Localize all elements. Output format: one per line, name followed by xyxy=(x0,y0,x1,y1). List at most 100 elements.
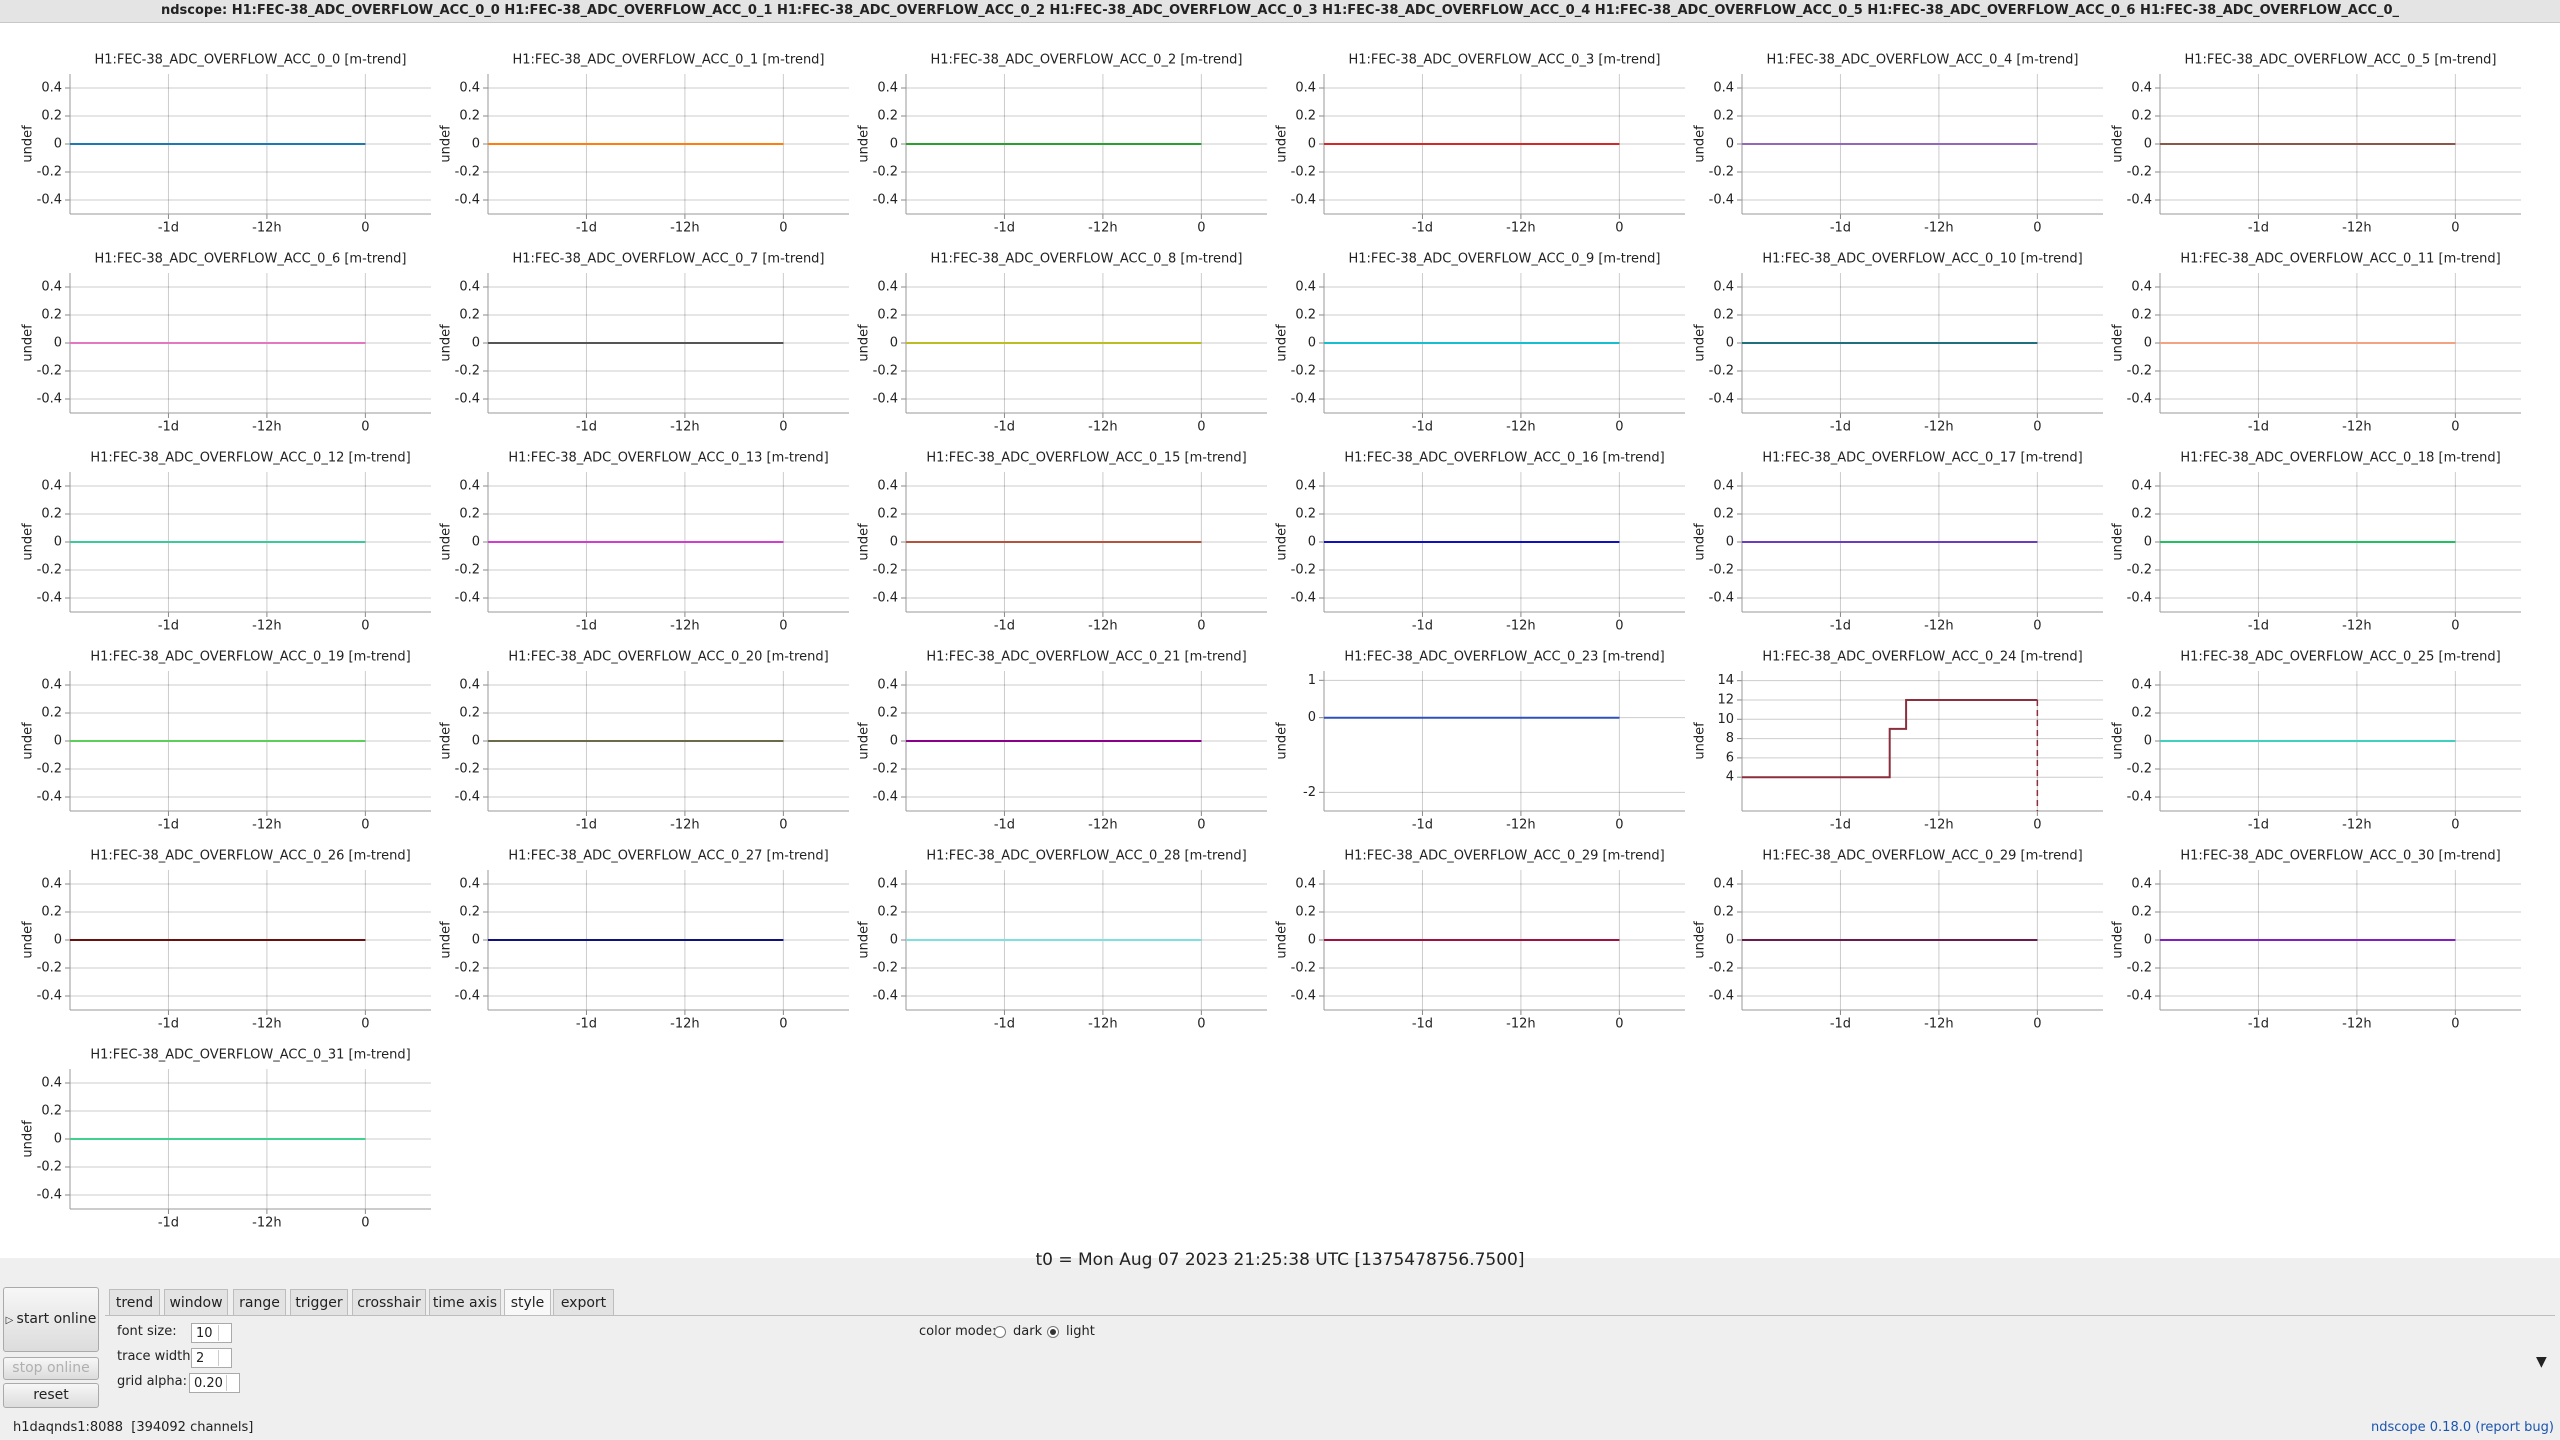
y-tick-label: -0.2 xyxy=(455,364,480,379)
x-tick-label: -12h xyxy=(252,619,281,634)
tab[interactable]: crosshair xyxy=(352,1289,426,1316)
plot-title: H1:FEC-38_ADC_OVERFLOW_ACC_0_5 [m-trend] xyxy=(2184,53,2496,68)
x-tick-label: -12h xyxy=(1088,221,1117,236)
y-tick-label: 0.4 xyxy=(877,81,898,96)
plot-title: H1:FEC-38_ADC_OVERFLOW_ACC_0_9 [m-trend] xyxy=(1348,252,1660,267)
y-tick-label: -0.2 xyxy=(873,961,898,976)
x-tick-label: -12h xyxy=(1088,1017,1117,1032)
y-tick-label: 0.2 xyxy=(41,308,62,323)
version-link[interactable]: ndscope 0.18.0 xyxy=(2371,1420,2472,1435)
font-size-spinbox[interactable]: 10 xyxy=(191,1323,232,1343)
y-tick-label: 0 xyxy=(1726,336,1734,351)
y-tick-label: 0.2 xyxy=(459,308,480,323)
x-tick-label: -12h xyxy=(252,221,281,236)
x-tick-label: -12h xyxy=(670,619,699,634)
radio-light[interactable] xyxy=(1047,1326,1059,1338)
grid-alpha-label: grid alpha: xyxy=(117,1374,188,1389)
x-tick-label: -12h xyxy=(2342,420,2371,435)
y-tick-label: 0.2 xyxy=(459,109,480,124)
plot-title: H1:FEC-38_ADC_OVERFLOW_ACC_0_23 [m-trend… xyxy=(1344,650,1664,665)
y-axis-label: undef xyxy=(21,324,36,362)
y-tick-label: 0.4 xyxy=(41,678,62,693)
x-tick-label: -12h xyxy=(252,818,281,833)
y-tick-label: -0.4 xyxy=(455,790,480,805)
y-tick-label: 0.2 xyxy=(877,109,898,124)
plot-title: H1:FEC-38_ADC_OVERFLOW_ACC_0_29 [m-trend… xyxy=(1762,849,2082,864)
y-tick-label: -0.4 xyxy=(37,392,62,407)
y-tick-label: 0.4 xyxy=(1713,81,1734,96)
y-tick-label: -0.2 xyxy=(873,364,898,379)
x-tick-label: -12h xyxy=(1506,1017,1535,1032)
expand-arrow[interactable]: ▼ xyxy=(2536,1354,2547,1370)
y-tick-label: 0.4 xyxy=(1713,479,1734,494)
y-axis-label: undef xyxy=(1693,921,1708,959)
y-tick-label: -0.4 xyxy=(455,193,480,208)
x-tick-label: -1d xyxy=(158,221,179,236)
x-tick-label: 0 xyxy=(2033,818,2041,833)
x-tick-label: -12h xyxy=(1088,818,1117,833)
tab[interactable]: range xyxy=(233,1289,286,1316)
y-tick-label: -0.4 xyxy=(873,591,898,606)
stop-online-button: stop online xyxy=(3,1357,99,1380)
radio-dark[interactable] xyxy=(994,1326,1006,1338)
x-tick-label: -1d xyxy=(2248,420,2269,435)
tab[interactable]: window xyxy=(164,1289,228,1316)
y-tick-label: -0.2 xyxy=(2127,961,2152,976)
tab[interactable]: export xyxy=(553,1289,614,1316)
y-tick-label: 0 xyxy=(54,734,62,749)
y-tick-label: 0.2 xyxy=(1295,308,1316,323)
x-tick-label: 0 xyxy=(2451,420,2459,435)
report-bug-link[interactable]: (report bug) xyxy=(2475,1420,2554,1435)
plot-title: H1:FEC-38_ADC_OVERFLOW_ACC_0_19 [m-trend… xyxy=(90,650,410,665)
y-axis-label: undef xyxy=(439,324,454,362)
trace-width-spinbox[interactable]: 2 xyxy=(191,1348,232,1368)
plot-title: H1:FEC-38_ADC_OVERFLOW_ACC_0_3 [m-trend] xyxy=(1348,53,1660,68)
reset-button[interactable]: reset xyxy=(3,1383,99,1408)
plot-title: H1:FEC-38_ADC_OVERFLOW_ACC_0_11 [m-trend… xyxy=(2180,252,2500,267)
plot-title: H1:FEC-38_ADC_OVERFLOW_ACC_0_0 [m-trend] xyxy=(94,53,406,68)
x-tick-label: -1d xyxy=(994,420,1015,435)
y-tick-label: 0.4 xyxy=(1295,280,1316,295)
y-tick-label: -0.2 xyxy=(37,165,62,180)
y-tick-label: -0.4 xyxy=(1291,193,1316,208)
plot-title: H1:FEC-38_ADC_OVERFLOW_ACC_0_1 [m-trend] xyxy=(512,53,824,68)
font-size-label: font size: xyxy=(117,1324,177,1339)
x-tick-label: 0 xyxy=(361,221,369,236)
x-tick-label: 0 xyxy=(1615,818,1623,833)
y-tick-label: -0.4 xyxy=(2127,392,2152,407)
y-tick-label: 0.2 xyxy=(1295,905,1316,920)
x-tick-label: 0 xyxy=(361,420,369,435)
y-tick-label: 10 xyxy=(1717,712,1734,727)
y-tick-label: -0.4 xyxy=(1291,989,1316,1004)
tab[interactable]: style xyxy=(504,1289,551,1316)
y-tick-label: 0.4 xyxy=(2131,81,2152,96)
y-tick-label: 0.2 xyxy=(877,507,898,522)
y-tick-label: 0 xyxy=(1308,336,1316,351)
tab[interactable]: trend xyxy=(109,1289,160,1316)
y-tick-label: 0 xyxy=(54,535,62,550)
status-bar: h1daqnds1:8088 [394092 channels] ndscope… xyxy=(0,1415,2560,1440)
x-tick-label: 0 xyxy=(779,818,787,833)
plot-title: H1:FEC-38_ADC_OVERFLOW_ACC_0_20 [m-trend… xyxy=(508,650,828,665)
y-axis-label: undef xyxy=(1275,722,1290,760)
y-tick-label: -0.4 xyxy=(2127,989,2152,1004)
y-tick-label: -0.4 xyxy=(873,989,898,1004)
start-online-button[interactable]: ▷ start online xyxy=(3,1287,99,1352)
y-axis-label: undef xyxy=(21,523,36,561)
x-tick-label: 0 xyxy=(2451,221,2459,236)
plot-title: H1:FEC-38_ADC_OVERFLOW_ACC_0_2 [m-trend] xyxy=(930,53,1242,68)
y-axis-label: undef xyxy=(857,722,872,760)
tab[interactable]: trigger xyxy=(290,1289,348,1316)
tab[interactable]: time axis xyxy=(429,1289,501,1316)
grid-alpha-spinbox[interactable]: 0.20 xyxy=(189,1373,240,1393)
plot-title: H1:FEC-38_ADC_OVERFLOW_ACC_0_13 [m-trend… xyxy=(508,451,828,466)
y-tick-label: 8 xyxy=(1726,731,1734,746)
y-tick-label: 0 xyxy=(2144,734,2152,749)
y-tick-label: 0.2 xyxy=(1295,507,1316,522)
radio-label: dark xyxy=(1013,1324,1043,1339)
version-links: ndscope 0.18.0 (report bug) xyxy=(2371,1415,2554,1440)
x-tick-label: -1d xyxy=(158,420,179,435)
x-tick-label: -12h xyxy=(1924,619,1953,634)
x-tick-label: -12h xyxy=(2342,221,2371,236)
